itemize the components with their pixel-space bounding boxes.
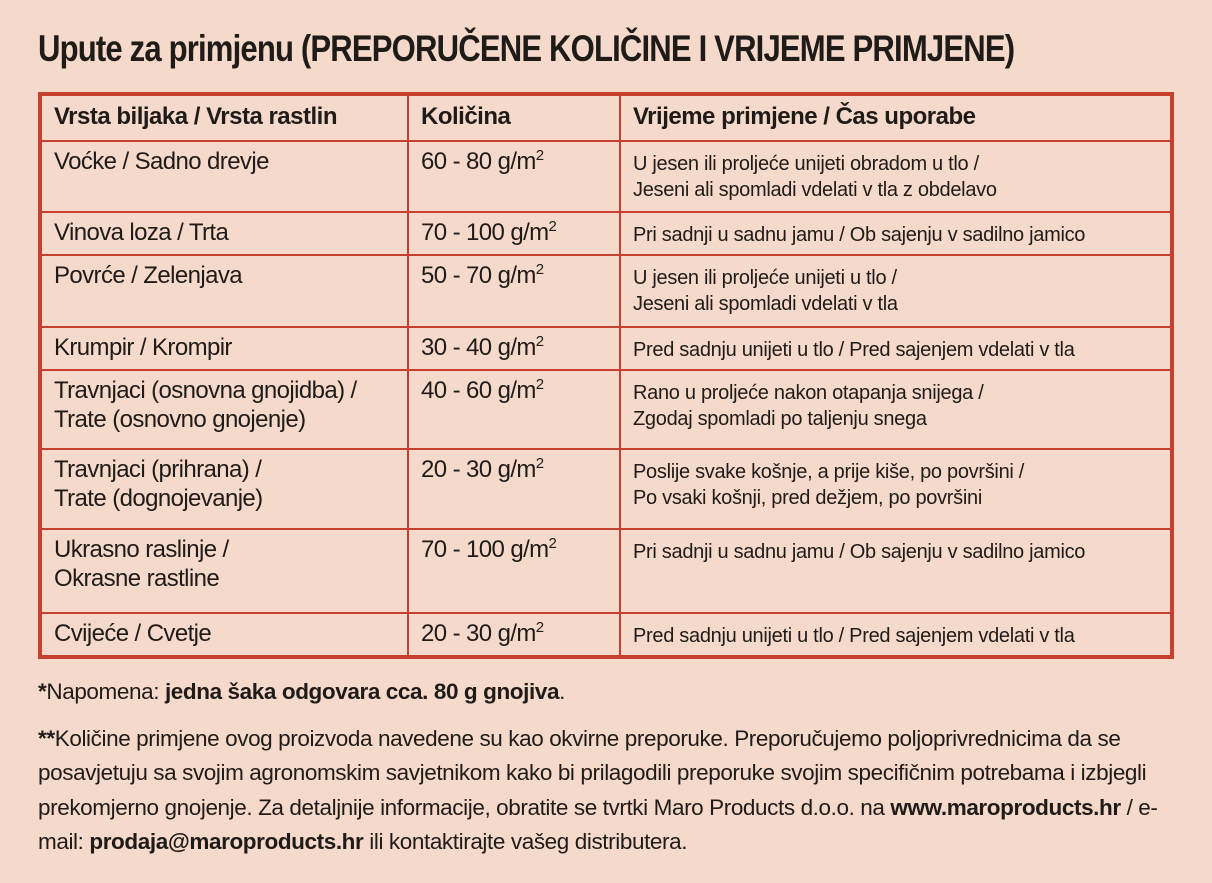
plant-cell: Povrće / Zelenjava <box>39 254 409 328</box>
plant-cell: Vinova loza / Trta <box>39 211 409 256</box>
plant-cell: Cvijeće / Cvetje <box>39 612 409 658</box>
amount-cell: 60 - 80 g/m2 <box>407 140 621 213</box>
amount-superscript: 2 <box>548 218 557 235</box>
amount-value: 20 - 30 g/m <box>421 456 536 483</box>
amount-superscript: 2 <box>535 376 544 393</box>
amount-value: 60 - 80 g/m <box>421 148 536 175</box>
time-cell: U jesen ili proljeće unijeti obradom u t… <box>619 140 1173 213</box>
amount-value: 70 - 100 g/m <box>421 219 549 246</box>
header-plant-type: Vrsta biljaka / Vrsta rastlin <box>39 93 409 142</box>
amount-cell: 50 - 70 g/m2 <box>407 254 621 328</box>
amount-superscript: 2 <box>548 535 557 552</box>
note1-label: Napomena: <box>46 679 165 704</box>
amount-cell: 70 - 100 g/m2 <box>407 528 621 614</box>
note1-bold-text: jedna šaka odgovara cca. 80 g gnojiva <box>164 679 560 704</box>
note1-suffix: . <box>559 679 565 704</box>
table-row-potato: Krumpir / Krompir 30 - 40 g/m2 Pred sadn… <box>39 326 1173 371</box>
note1-marker: * <box>38 679 47 704</box>
website-text: www.maroproducts.hr <box>890 794 1121 820</box>
time-cell: Pri sadnji u sadnu jamu / Ob sajenju v s… <box>619 528 1173 614</box>
amount-value: 50 - 70 g/m <box>421 262 536 289</box>
time-cell: Pri sadnji u sadnu jamu / Ob sajenju v s… <box>619 211 1173 256</box>
footnotes: *Napomena: jedna šaka odgovara cca. 80 g… <box>38 675 1178 859</box>
header-application-time: Vrijeme primjene / Čas uporabe <box>619 93 1173 142</box>
plant-cell: Ukrasno raslinje / Okrasne rastline <box>39 528 409 614</box>
note-handful: *Napomena: jedna šaka odgovara cca. 80 g… <box>38 675 1178 709</box>
amount-cell: 70 - 100 g/m2 <box>407 211 621 256</box>
note-disclaimer: **Količine primjene ovog proizvoda naved… <box>38 722 1178 859</box>
email-text: prodaja@maroproducts.hr <box>89 828 364 854</box>
amount-cell: 20 - 30 g/m2 <box>407 612 621 658</box>
note2-text-2: / e-mail: <box>38 794 1158 854</box>
application-table: Vrsta biljaka / Vrsta rastlin Količina V… <box>38 92 1174 659</box>
amount-superscript: 2 <box>535 619 544 636</box>
table-row-fruit-trees: Voćke / Sadno drevje 60 - 80 g/m2 U jese… <box>39 140 1173 213</box>
table-header-row: Vrsta biljaka / Vrsta rastlin Količina V… <box>39 93 1173 142</box>
amount-value: 40 - 60 g/m <box>421 377 536 404</box>
time-cell: U jesen ili proljeće unijeti u tlo / Jes… <box>619 254 1173 328</box>
amount-cell: 20 - 30 g/m2 <box>407 448 621 530</box>
header-amount: Količina <box>407 93 621 142</box>
note2-text-1: Količine primjene ovog proizvoda naveden… <box>38 726 1147 820</box>
amount-superscript: 2 <box>535 147 544 164</box>
note2-text-3: ili kontaktirajte vašeg distributera. <box>363 828 688 854</box>
amount-value: 30 - 40 g/m <box>421 334 536 361</box>
plant-cell: Voćke / Sadno drevje <box>39 140 409 213</box>
table-row-lawns-topdress: Travnjaci (prihrana) / Trate (dognojevan… <box>39 448 1173 530</box>
time-cell: Pred sadnju unijeti u tlo / Pred sajenje… <box>619 326 1173 371</box>
time-cell: Rano u proljeće nakon otapanja snijega /… <box>619 369 1173 450</box>
table-row-flowers: Cvijeće / Cvetje 20 - 30 g/m2 Pred sadnj… <box>39 612 1173 658</box>
page-title: Upute za primjenu (PREPORUČENE KOLIČINE … <box>38 28 1015 69</box>
table-row-ornamentals: Ukrasno raslinje / Okrasne rastline 70 -… <box>39 528 1173 614</box>
amount-cell: 30 - 40 g/m2 <box>407 326 621 371</box>
amount-value: 20 - 30 g/m <box>421 620 536 647</box>
plant-cell: Travnjaci (osnovna gnojidba) / Trate (os… <box>39 369 409 450</box>
amount-superscript: 2 <box>535 333 544 350</box>
note2-marker: ** <box>38 726 55 752</box>
amount-superscript: 2 <box>535 261 544 278</box>
time-cell: Pred sadnju unijeti u tlo / Pred sajenje… <box>619 612 1173 658</box>
plant-cell: Travnjaci (prihrana) / Trate (dognojevan… <box>39 448 409 530</box>
plant-cell: Krumpir / Krompir <box>39 326 409 371</box>
amount-cell: 40 - 60 g/m2 <box>407 369 621 450</box>
time-cell: Poslije svake košnje, a prije kiše, po p… <box>619 448 1173 530</box>
table-row-lawns-base: Travnjaci (osnovna gnojidba) / Trate (os… <box>39 369 1173 450</box>
amount-value: 70 - 100 g/m <box>421 536 549 563</box>
table-row-vegetables: Povrće / Zelenjava 50 - 70 g/m2 U jesen … <box>39 254 1173 328</box>
leaflet-page: Upute za primjenu (PREPORUČENE KOLIČINE … <box>38 28 1178 859</box>
amount-superscript: 2 <box>535 455 544 472</box>
table-row-grapevine: Vinova loza / Trta 70 - 100 g/m2 Pri sad… <box>39 211 1173 256</box>
